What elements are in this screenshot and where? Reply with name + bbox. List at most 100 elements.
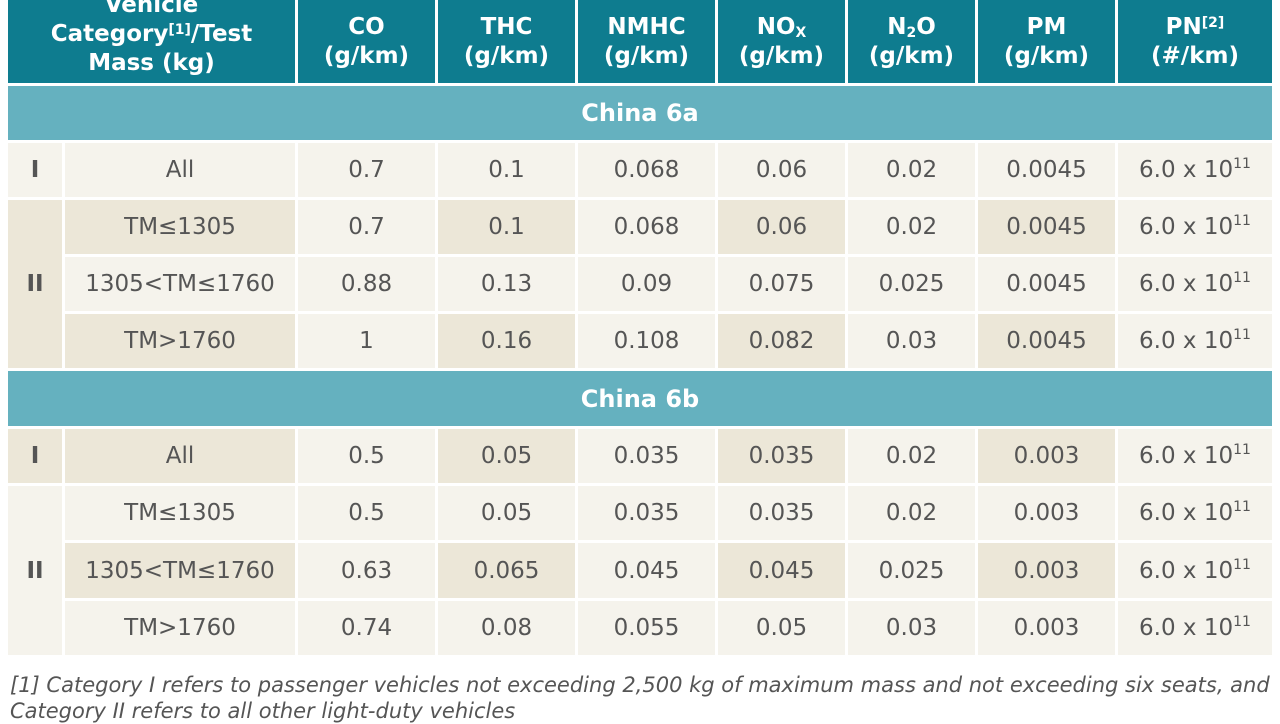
pn-base: 6.0 x 10 bbox=[1139, 557, 1234, 584]
nmhc-cell: 0.035 bbox=[578, 486, 718, 543]
category-cell: II bbox=[8, 200, 65, 371]
header-co-label: CO bbox=[348, 13, 385, 40]
footnote: [1] Category I refers to passenger vehic… bbox=[10, 673, 1270, 723]
mass-cell: 1305<TM≤1760 bbox=[65, 543, 298, 601]
nox-cell: 0.06 bbox=[718, 143, 848, 200]
header-nox-base: NO bbox=[756, 13, 796, 40]
footnote-ref-2: [2] bbox=[1201, 14, 1225, 31]
thc-cell: 0.08 bbox=[438, 601, 578, 658]
pn-base: 6.0 x 10 bbox=[1139, 271, 1234, 297]
pm-cell: 0.0045 bbox=[978, 257, 1118, 314]
nox-cell: 0.075 bbox=[718, 257, 848, 314]
header-nox: NOX (g/km) bbox=[718, 0, 848, 86]
pn-exponent: 11 bbox=[1233, 156, 1251, 172]
header-pn-unit: (#/km) bbox=[1151, 42, 1239, 69]
header-category-line3: Mass (kg) bbox=[88, 50, 215, 76]
co-cell: 0.88 bbox=[298, 257, 438, 314]
n2o-cell: 0.03 bbox=[848, 314, 978, 371]
category-cell: I bbox=[8, 429, 65, 486]
nmhc-cell: 0.068 bbox=[578, 143, 718, 200]
header-thc-unit: (g/km) bbox=[463, 42, 550, 69]
mass-cell: All bbox=[65, 429, 298, 486]
pm-cell: 0.0045 bbox=[978, 143, 1118, 200]
footnote-ref-1: [1] bbox=[168, 22, 191, 38]
pn-base: 6.0 x 10 bbox=[1139, 443, 1234, 469]
header-category-line2: Category[1]/Test bbox=[51, 20, 252, 49]
thc-cell: 0.1 bbox=[438, 200, 578, 257]
nmhc-cell: 0.09 bbox=[578, 257, 718, 314]
mass-cell: TM≤1305 bbox=[65, 486, 298, 543]
pn-cell: 6.0 x 10 11 bbox=[1118, 143, 1272, 200]
n2o-cell: 0.02 bbox=[848, 429, 978, 486]
pm-cell: 0.0045 bbox=[978, 314, 1118, 371]
pm-cell: 0.003 bbox=[978, 429, 1118, 486]
pm-cell: 0.003 bbox=[978, 543, 1118, 601]
n2o-cell: 0.025 bbox=[848, 257, 978, 314]
nmhc-cell: 0.068 bbox=[578, 200, 718, 257]
co-cell: 0.63 bbox=[298, 543, 438, 601]
mass-cell: TM≤1305 bbox=[65, 200, 298, 257]
category-cell: I bbox=[8, 143, 65, 200]
nmhc-cell: 0.108 bbox=[578, 314, 718, 371]
header-n2o-o: O bbox=[916, 13, 936, 40]
n2o-cell: 0.03 bbox=[848, 601, 978, 658]
thc-cell: 0.05 bbox=[438, 486, 578, 543]
thc-cell: 0.065 bbox=[438, 543, 578, 601]
header-pn-base: PN bbox=[1165, 13, 1202, 40]
category-cell: II bbox=[8, 486, 65, 658]
n2o-cell: 0.02 bbox=[848, 200, 978, 257]
pn-base: 6.0 x 10 bbox=[1139, 328, 1234, 354]
pn-cell: 6.0 x 10 11 bbox=[1118, 601, 1272, 658]
nox-cell: 0.045 bbox=[718, 543, 848, 601]
pn-base: 6.0 x 10 bbox=[1139, 615, 1234, 641]
pn-cell: 6.0 x 10 11 bbox=[1118, 429, 1272, 486]
thc-cell: 0.13 bbox=[438, 257, 578, 314]
thc-cell: 0.1 bbox=[438, 143, 578, 200]
header-thc: THC (g/km) bbox=[438, 0, 578, 86]
header-pn-label: PN[2] bbox=[1166, 13, 1225, 42]
section-header-china-6b: China 6b bbox=[8, 371, 1272, 429]
pn-cell: 6.0 x 10 11 bbox=[1118, 314, 1272, 371]
pn-exponent: 11 bbox=[1233, 213, 1251, 229]
pn-cell: 6.0 x 10 11 bbox=[1118, 200, 1272, 257]
thc-cell: 0.05 bbox=[438, 429, 578, 486]
pn-exponent: 11 bbox=[1233, 556, 1251, 573]
header-nmhc-label: NMHC bbox=[607, 13, 686, 40]
nox-cell: 0.082 bbox=[718, 314, 848, 371]
mass-cell: TM>1760 bbox=[65, 601, 298, 658]
pn-exponent: 11 bbox=[1233, 614, 1251, 630]
header-pm: PM (g/km) bbox=[978, 0, 1118, 86]
header-pm-label: PM bbox=[1026, 13, 1067, 40]
header-nmhc-unit: (g/km) bbox=[603, 42, 690, 69]
nox-cell: 0.035 bbox=[718, 429, 848, 486]
header-category-word: Category bbox=[50, 21, 169, 47]
n2o-cell: 0.02 bbox=[848, 143, 978, 200]
pm-cell: 0.003 bbox=[978, 486, 1118, 543]
header-vehicle-category: Vehicle Category[1]/Test Mass (kg) bbox=[8, 0, 298, 86]
header-n2o-unit: (g/km) bbox=[868, 42, 955, 69]
co-cell: 0.74 bbox=[298, 601, 438, 658]
pm-cell: 0.0045 bbox=[978, 200, 1118, 257]
header-n2o: N2O (g/km) bbox=[848, 0, 978, 86]
co-cell: 0.7 bbox=[298, 200, 438, 257]
header-n2o-n: N bbox=[887, 13, 907, 40]
co-cell: 0.5 bbox=[298, 429, 438, 486]
pn-cell: 6.0 x 10 11 bbox=[1118, 543, 1272, 601]
header-pn: PN[2] (#/km) bbox=[1118, 0, 1272, 86]
header-nmhc: NMHC (g/km) bbox=[578, 0, 718, 86]
mass-cell: TM>1760 bbox=[65, 314, 298, 371]
emission-standards-table: Vehicle Category[1]/Test Mass (kg) CO (g… bbox=[8, 0, 1272, 658]
pn-exponent: 11 bbox=[1233, 327, 1251, 343]
header-n2o-sub: 2 bbox=[906, 24, 917, 41]
pn-base: 6.0 x 10 bbox=[1139, 214, 1234, 240]
co-cell: 1 bbox=[298, 314, 438, 371]
header-thc-label: THC bbox=[480, 13, 533, 40]
n2o-cell: 0.02 bbox=[848, 486, 978, 543]
header-nox-sub: X bbox=[795, 24, 807, 41]
nox-cell: 0.05 bbox=[718, 601, 848, 658]
thc-cell: 0.16 bbox=[438, 314, 578, 371]
pn-cell: 6.0 x 10 11 bbox=[1118, 486, 1272, 543]
mass-cell: All bbox=[65, 143, 298, 200]
pm-cell: 0.003 bbox=[978, 601, 1118, 658]
nox-cell: 0.06 bbox=[718, 200, 848, 257]
